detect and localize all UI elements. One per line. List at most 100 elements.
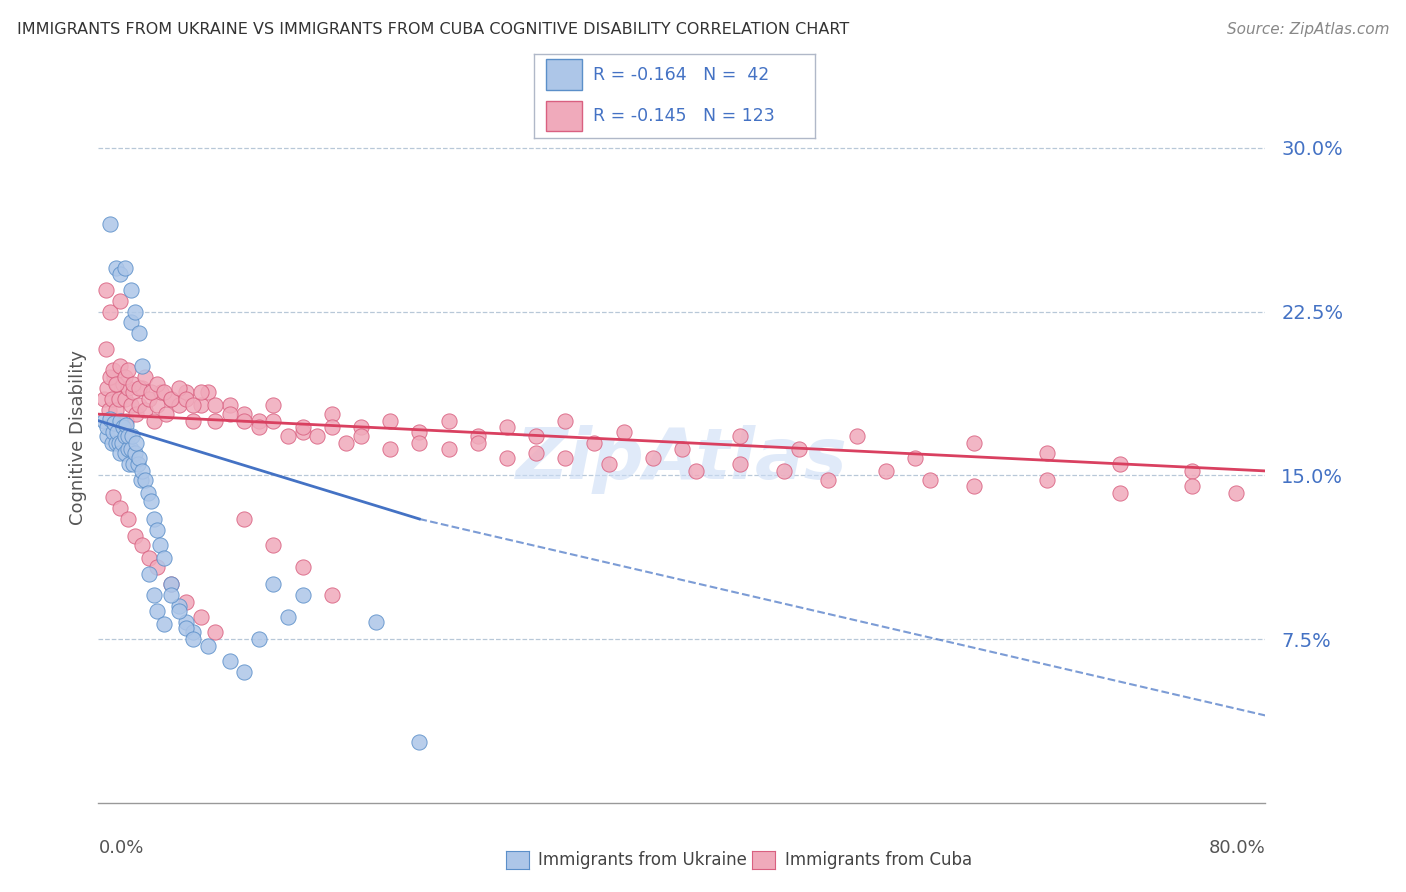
Point bbox=[321, 407, 343, 421]
Point bbox=[120, 315, 142, 329]
Point bbox=[554, 450, 576, 465]
Point bbox=[1108, 458, 1130, 472]
Point bbox=[174, 621, 197, 635]
Point bbox=[612, 425, 634, 439]
Point bbox=[122, 385, 145, 400]
Point bbox=[262, 577, 284, 591]
Point bbox=[101, 425, 124, 439]
Point bbox=[117, 512, 139, 526]
Point bbox=[117, 363, 139, 377]
Point bbox=[1035, 446, 1057, 460]
Point bbox=[115, 418, 138, 433]
Point bbox=[155, 407, 177, 421]
Bar bbox=[546, 60, 582, 90]
Text: 0.0%: 0.0% bbox=[98, 838, 143, 856]
Point bbox=[124, 446, 146, 460]
Point bbox=[104, 435, 127, 450]
Point bbox=[174, 595, 197, 609]
Point bbox=[1181, 479, 1204, 493]
Point bbox=[307, 429, 329, 443]
Point bbox=[204, 399, 226, 413]
Point bbox=[124, 529, 146, 543]
Point bbox=[120, 399, 142, 413]
Point bbox=[110, 268, 132, 282]
Point bbox=[167, 381, 190, 395]
Point bbox=[846, 429, 869, 443]
Point bbox=[131, 538, 153, 552]
Point bbox=[114, 446, 136, 460]
Point bbox=[138, 551, 160, 566]
Point bbox=[146, 560, 169, 574]
Point bbox=[233, 414, 256, 428]
Point bbox=[117, 381, 139, 395]
Point bbox=[111, 435, 134, 450]
Point bbox=[124, 304, 146, 318]
Point bbox=[321, 420, 343, 434]
Point bbox=[437, 414, 460, 428]
Point bbox=[153, 551, 176, 566]
Point bbox=[671, 442, 693, 456]
Point bbox=[121, 429, 143, 443]
Point bbox=[103, 370, 125, 384]
Point bbox=[190, 610, 212, 624]
Point bbox=[787, 442, 810, 456]
Point bbox=[408, 435, 430, 450]
Point bbox=[120, 283, 142, 297]
Point bbox=[146, 376, 169, 391]
Point bbox=[174, 615, 197, 629]
Point bbox=[554, 414, 576, 428]
Point bbox=[204, 625, 226, 640]
Point bbox=[105, 376, 128, 391]
Text: Immigrants from Cuba: Immigrants from Cuba bbox=[785, 851, 972, 869]
Point bbox=[233, 407, 256, 421]
Point bbox=[103, 416, 125, 430]
Point bbox=[96, 429, 118, 443]
Text: Immigrants from Ukraine: Immigrants from Ukraine bbox=[538, 851, 748, 869]
Point bbox=[115, 414, 138, 428]
Point bbox=[146, 523, 169, 537]
Point bbox=[524, 446, 547, 460]
Point bbox=[110, 501, 132, 516]
Point bbox=[583, 435, 606, 450]
Point bbox=[524, 429, 547, 443]
Point bbox=[153, 385, 176, 400]
Point bbox=[190, 399, 212, 413]
Point bbox=[262, 538, 284, 552]
Point bbox=[98, 217, 121, 231]
Point bbox=[875, 464, 897, 478]
Point bbox=[291, 588, 314, 602]
Point bbox=[408, 425, 430, 439]
Point bbox=[146, 604, 169, 618]
Point bbox=[408, 734, 430, 748]
Point bbox=[128, 399, 150, 413]
Point bbox=[117, 442, 139, 456]
Point bbox=[160, 392, 183, 406]
Point bbox=[101, 490, 124, 504]
Point bbox=[110, 446, 132, 460]
Point bbox=[153, 616, 176, 631]
Point bbox=[730, 458, 752, 472]
Point bbox=[120, 442, 142, 456]
Point bbox=[277, 429, 299, 443]
Point bbox=[122, 458, 145, 472]
Point bbox=[93, 392, 115, 406]
Point bbox=[291, 420, 314, 434]
Point bbox=[114, 370, 136, 384]
Point bbox=[380, 414, 402, 428]
Point bbox=[108, 435, 131, 450]
Point bbox=[641, 450, 664, 465]
Point bbox=[496, 450, 519, 465]
Point bbox=[142, 414, 165, 428]
Point bbox=[111, 414, 134, 428]
Point bbox=[110, 293, 132, 308]
Point bbox=[129, 473, 152, 487]
Point bbox=[437, 442, 460, 456]
Point bbox=[380, 442, 402, 456]
Point bbox=[100, 392, 122, 406]
Point bbox=[128, 450, 150, 465]
Point bbox=[335, 435, 357, 450]
Point bbox=[598, 458, 620, 472]
Point bbox=[218, 654, 240, 668]
Point bbox=[181, 632, 204, 646]
Point bbox=[218, 407, 240, 421]
